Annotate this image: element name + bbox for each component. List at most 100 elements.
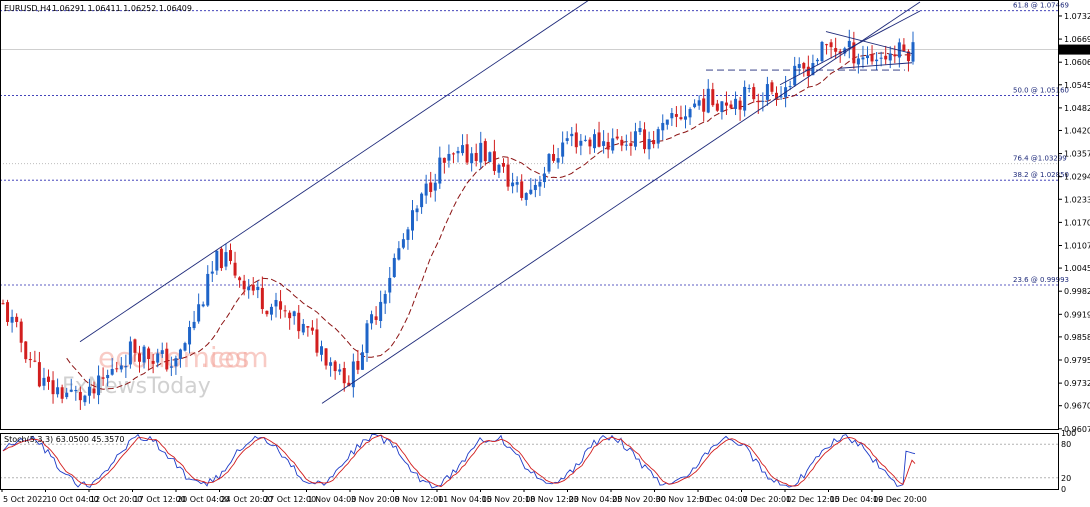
candle-body [356, 360, 360, 370]
candle-body [679, 117, 683, 120]
y-tick-label: 1.03575 [1064, 150, 1090, 159]
candle-body [219, 248, 223, 269]
y-tick-label: 1.06695 [1064, 35, 1090, 44]
candle-body [638, 128, 642, 133]
candle-body [351, 361, 355, 388]
candle-body [401, 239, 405, 248]
candle-body [538, 181, 542, 187]
fib-level-label: 38.2 @ 1.02850 [1013, 171, 1069, 179]
candle-body [251, 284, 255, 291]
candle-body [502, 163, 505, 167]
candle-body [128, 341, 132, 365]
candle-body [174, 358, 178, 367]
candle-body [888, 53, 892, 61]
candle-body [415, 208, 419, 213]
x-tick-label: 12 Oct 20:00 [90, 495, 142, 504]
candle-body [442, 157, 446, 163]
candle-body [911, 42, 915, 62]
candle-body [256, 286, 260, 291]
candle-body [488, 152, 492, 162]
candle-body [875, 59, 879, 62]
candle-body [124, 365, 128, 368]
x-tick-label: 5 Dec 04:00 [699, 495, 748, 504]
candle-body [206, 273, 210, 306]
candle-body [483, 141, 487, 162]
candle-body [342, 368, 346, 384]
candle-body [269, 306, 273, 315]
candle-body [779, 96, 783, 98]
candle-body [720, 101, 724, 113]
candle-body [24, 341, 28, 360]
candle-body [51, 380, 55, 395]
candle-body [806, 66, 810, 77]
candle-body [301, 323, 305, 333]
x-tick-label: 25 Nov 20:00 [612, 495, 666, 504]
candle-body [315, 329, 319, 353]
candle-body [615, 136, 619, 139]
candle-body [829, 42, 833, 48]
candle-body [197, 304, 201, 322]
candle-body [665, 119, 669, 125]
y-tick-label: 1.02945 [1064, 173, 1090, 182]
candle-body [247, 286, 251, 291]
candle-body [101, 377, 105, 379]
candle-body [633, 131, 637, 147]
candle-body [583, 139, 587, 141]
candle-body [834, 48, 838, 52]
candle-body [42, 377, 46, 386]
last-price-box [1059, 44, 1090, 55]
candle-body [647, 139, 651, 150]
candle-body [847, 40, 851, 48]
candle-body [110, 368, 114, 375]
candle-body [838, 51, 842, 54]
candle-body [593, 134, 596, 149]
candle-body [684, 116, 687, 120]
candle-body [765, 84, 769, 100]
candle-body [479, 142, 483, 163]
symbol-label: EURUSD,H4 [4, 4, 51, 13]
watermark: economies .com FxNewsToday [62, 341, 269, 399]
candle-body [506, 164, 510, 187]
candle-body [260, 287, 264, 310]
candle-body [151, 360, 155, 364]
candle-body [379, 301, 383, 321]
candle-body [138, 353, 141, 362]
candle-body [92, 388, 96, 394]
candle-body [465, 144, 469, 163]
candle-body [365, 323, 369, 353]
watermark-tagline: FxNewsToday [62, 374, 211, 399]
candle-body [451, 153, 455, 155]
candle-body [374, 316, 378, 320]
candle-body [870, 53, 874, 62]
y-tick-label: 1.04205 [1064, 126, 1090, 135]
candle-body [902, 44, 906, 51]
x-tick-label: 8 Nov 12:00 [395, 495, 444, 504]
candle-body [524, 193, 528, 200]
x-tick-label: 10 Oct 04:00 [47, 495, 99, 504]
candle-body [674, 114, 678, 117]
candle-body [160, 350, 164, 354]
candle-body [192, 321, 196, 329]
candle-body [497, 164, 501, 173]
ohlc-label: 1.06291 1.06411 1.06252 1.06409 [52, 4, 192, 13]
candle-body [15, 316, 19, 322]
candle-body [561, 142, 565, 157]
candle-body [702, 98, 706, 112]
candle-body [183, 343, 187, 351]
candle-body [715, 103, 719, 111]
candle-body [406, 229, 410, 240]
candle-body [310, 327, 314, 331]
candle-body [711, 89, 715, 106]
y-tick-label: 1.01700 [1064, 218, 1090, 227]
candle-body [169, 366, 173, 368]
x-tick-label: 11 Nov 04:00 [438, 495, 492, 504]
candle-body [133, 339, 137, 353]
stoch-signal-line [2, 434, 916, 488]
candle-body [643, 129, 647, 150]
channel-upper-line [79, 0, 590, 343]
x-tick-label: 20 Oct 04:00 [177, 495, 229, 504]
y-tick-label: 1.04820 [1064, 104, 1090, 113]
